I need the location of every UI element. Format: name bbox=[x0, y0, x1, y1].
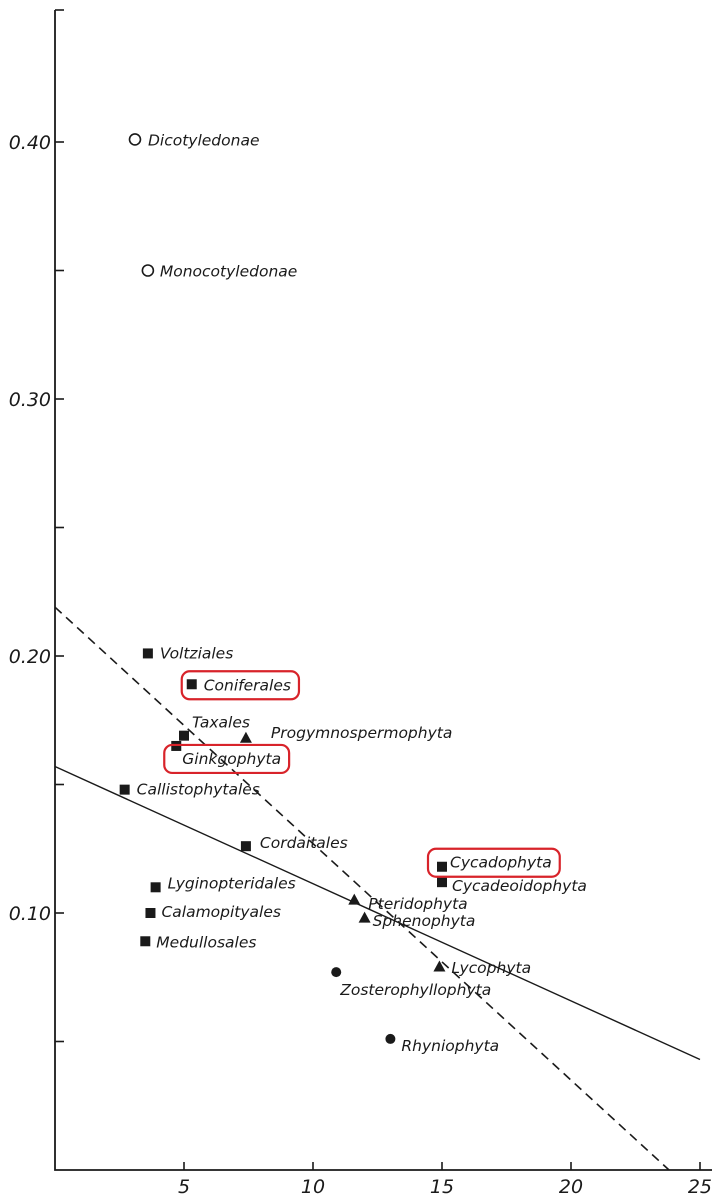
label-coniferales: Coniferales bbox=[204, 676, 291, 694]
label-dicotyledonae: Dicotyledonae bbox=[148, 131, 260, 149]
point-coniferales bbox=[186, 679, 197, 690]
label-medullosales: Medullosales bbox=[156, 933, 256, 951]
label-callistophytales: Callistophytales bbox=[137, 781, 260, 799]
y-tick-label: 0.40 bbox=[9, 132, 51, 154]
label-pteridophyta: Pteridophyta bbox=[368, 895, 467, 913]
label-ginkgophyta: Ginkgophyta bbox=[182, 750, 281, 768]
axes: 0.10 0.20 0.30 0.40 5 10 15 20 25 bbox=[9, 9, 712, 1198]
label-cordaitales: Cordaitales bbox=[260, 834, 348, 852]
point-cycadeoidophyta bbox=[437, 877, 447, 888]
point-callistophytales bbox=[119, 784, 130, 795]
point-dicotyledonae bbox=[128, 133, 142, 146]
point-cordaitales bbox=[240, 841, 251, 852]
point-cycadophyta bbox=[437, 861, 447, 872]
point-zosterophyllophyta bbox=[331, 967, 342, 978]
point-pteridophyta bbox=[348, 893, 361, 905]
x-tick-label: 10 bbox=[301, 1176, 325, 1198]
x-tick-label: 15 bbox=[430, 1176, 454, 1198]
label-lyginopteridales: Lyginopteridales bbox=[168, 874, 296, 892]
label-voltziales: Voltziales bbox=[160, 644, 233, 662]
fit-lines bbox=[54, 606, 701, 1171]
label-taxales: Taxales bbox=[192, 714, 250, 732]
label-calamopityales: Calamopityales bbox=[161, 903, 281, 921]
x-tick-label: 5 bbox=[178, 1176, 190, 1198]
point-sphenophyta bbox=[358, 911, 371, 923]
x-tick-label: 25 bbox=[688, 1176, 712, 1198]
point-rhyniophyta bbox=[385, 1033, 396, 1044]
point-labels: Dicotyledonae Monocotyledonae Voltziales Co… bbox=[137, 131, 587, 1055]
regression-line-solid bbox=[54, 765, 701, 1061]
y-tick-label: 0.20 bbox=[9, 646, 51, 668]
point-calamopityales bbox=[145, 908, 156, 918]
point-voltziales bbox=[142, 648, 153, 659]
highlight-box-ginkgophyta bbox=[163, 743, 291, 775]
label-rhyniophyta: Rhyniophyta bbox=[401, 1037, 499, 1055]
point-monocotyledonae bbox=[141, 264, 155, 277]
point-lyginopteridales bbox=[150, 882, 161, 893]
highlight-box-cycadophyta bbox=[426, 847, 561, 878]
label-lycophyta: Lycophyta bbox=[451, 959, 531, 977]
point-lycophyta bbox=[433, 960, 446, 972]
axis-frame bbox=[54, 10, 712, 1171]
point-taxales bbox=[179, 730, 189, 741]
label-progymnospermophyta: Progymnospermophyta bbox=[271, 724, 452, 742]
label-cycadeoidophyta: Cycadeoidophyta bbox=[452, 877, 587, 895]
y-tick-label: 0.10 bbox=[9, 903, 51, 925]
x-tick-label: 20 bbox=[559, 1176, 583, 1198]
point-medullosales bbox=[140, 936, 151, 947]
y-tick-label: 0.30 bbox=[9, 389, 51, 411]
label-cycadophyta: Cycadophyta bbox=[450, 854, 552, 872]
point-progymnospermophyta bbox=[239, 731, 252, 743]
label-zosterophyllophyta: Zosterophyllophyta bbox=[339, 981, 491, 999]
regression-line-dashed bbox=[54, 606, 670, 1171]
highlight-box-coniferales bbox=[180, 670, 301, 701]
label-monocotyledonae: Monocotyledonae bbox=[160, 263, 297, 281]
highlight-boxes bbox=[163, 670, 561, 878]
label-sphenophyta: Sphenophyta bbox=[373, 912, 476, 930]
